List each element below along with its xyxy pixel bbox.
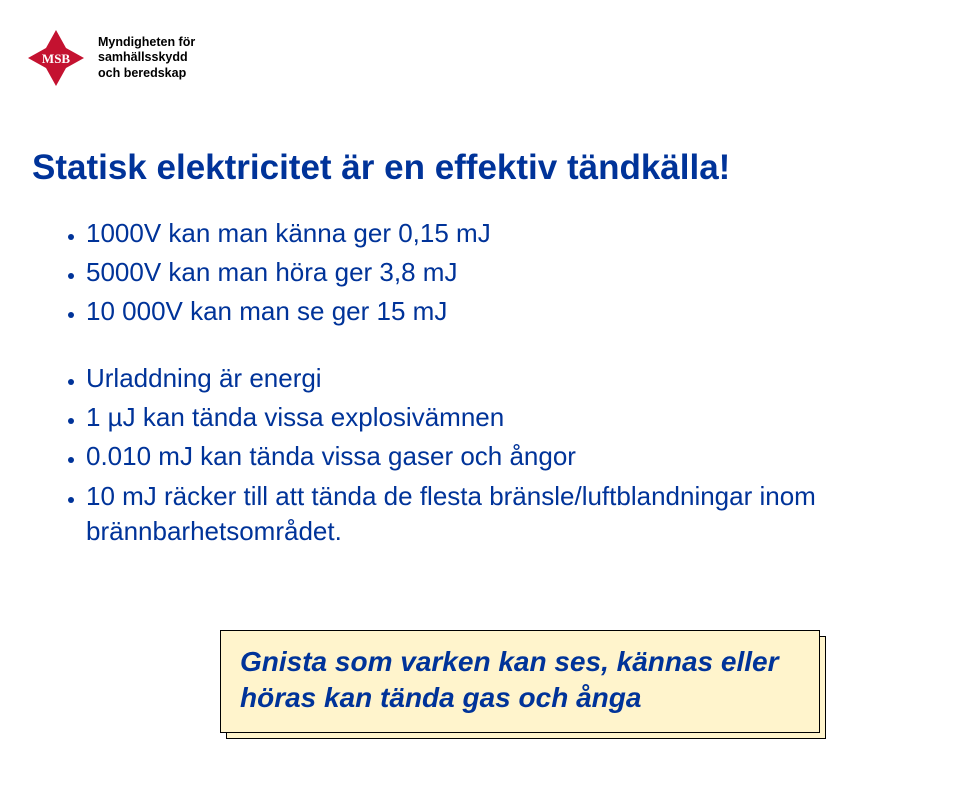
bullet-item: 1000V kan man känna ger 0,15 mJ [86,216,890,251]
header-logo-block: MSB Myndigheten för samhällsskydd och be… [24,28,195,88]
bullet-item: 0.010 mJ kan tända vissa gaser och ångor [86,439,890,474]
bullet-region: 1000V kan man känna ger 0,15 mJ 5000V ka… [50,216,890,553]
bullet-item: 10 mJ räcker till att tända de flesta br… [86,479,890,549]
bullet-item: 5000V kan man höra ger 3,8 mJ [86,255,890,290]
msb-logo-icon: MSB [24,28,88,88]
callout-box: Gnista som varken kan ses, kännas eller … [220,630,820,733]
list-gap [86,333,890,357]
bullet-list: 1000V kan man känna ger 0,15 mJ 5000V ka… [50,216,890,549]
slide: MSB Myndigheten för samhällsskydd och be… [0,0,960,796]
logo-badge-text: MSB [42,51,71,66]
logo-org-name: Myndigheten för samhällsskydd och bereds… [98,35,195,82]
bullet-item: Urladdning är energi [86,361,890,396]
slide-title: Statisk elektricitet är en effektiv tänd… [32,148,730,188]
bullet-item: 1 µJ kan tända vissa explosivämnen [86,400,890,435]
callout-text: Gnista som varken kan ses, kännas eller … [240,644,800,717]
bullet-item: 10 000V kan man se ger 15 mJ [86,294,890,329]
